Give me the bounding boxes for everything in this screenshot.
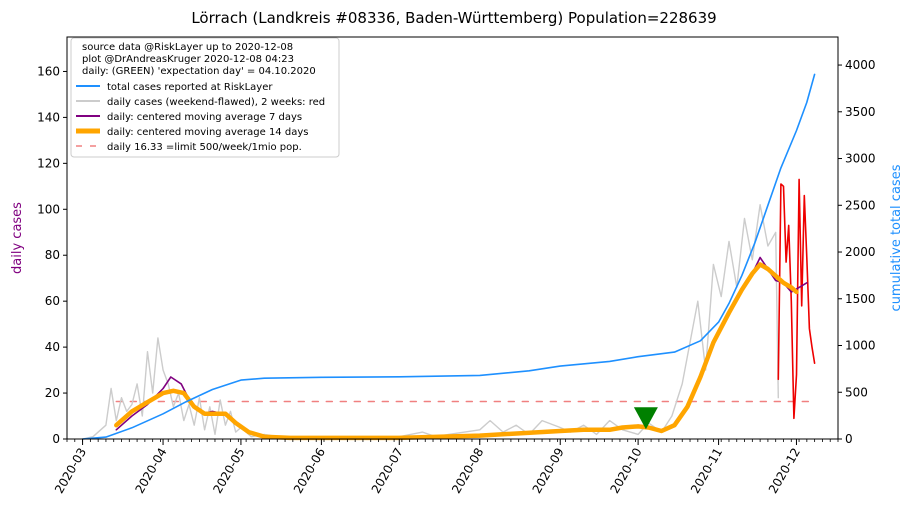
legend-label-total: total cases reported at RiskLayer [107,82,273,93]
plot-frame [66,36,839,440]
left-tick-label: 140 [37,110,60,124]
right-tick-label: 1500 [845,292,876,306]
left-tick-label: 40 [45,340,60,354]
left-tick-label: 0 [52,432,60,446]
right-y-axis-label: cumulative total cases [889,164,904,311]
right-tick-label: 2500 [845,198,876,212]
x-tick-label: 2020-11 [688,446,725,496]
x-tick-label: 2020-04 [132,446,169,496]
left-tick-label: 120 [37,156,60,170]
left-tick-label: 80 [45,248,60,262]
chart-title: Lörrach (Landkreis #08336, Baden-Württem… [191,9,716,27]
series-line-total [81,73,816,440]
x-tick-label: 2020-03 [52,446,89,496]
x-tick-label: 2020-08 [449,446,486,496]
legend-label-daily: daily cases (weekend-flawed), 2 weeks: r… [107,97,325,108]
expectation-day-marker [633,407,658,430]
left-y-axis: 0 20 40 60 80 100 120 140 160 [37,64,67,446]
legend-header-line-3: daily: (GREEN) 'expectation day' = 04.10… [82,66,316,77]
series-line-daily_recent [777,178,816,420]
legend-label-limit: daily 16.33 =limit 500/week/1mio pop. [107,142,302,153]
right-y-axis: 0 500 1000 1500 2000 2500 3000 3500 4000 [838,58,876,446]
right-tick-label: 3500 [845,105,876,119]
x-tick-label: 2020-10 [608,446,645,496]
x-axis: 2020-03 2020-04 2020-05 2020-06 2020-07 2020-… [52,439,839,496]
plot-area [66,36,839,441]
x-tick-label: 2020-07 [369,446,406,496]
legend-header-line-2: plot @DrAndreasKruger 2020-12-08 04:23 [82,54,294,65]
left-tick-label: 60 [45,294,60,308]
left-y-axis-label: daily cases [10,202,25,274]
left-tick-label: 160 [37,64,60,78]
x-tick-label: 2020-12 [766,446,803,496]
legend-label-ma7: daily: centered moving average 7 days [107,112,302,123]
legend-label-ma14: daily: centered moving average 14 days [107,127,308,138]
left-tick-label: 100 [37,202,60,216]
legend-header-line-1: source data @RiskLayer up to 2020-12-08 [82,42,293,53]
right-tick-label: 4000 [845,58,876,72]
legend-box [70,37,340,158]
series-line-daily [81,203,779,440]
x-tick-label: 2020-05 [210,446,247,496]
series-line-ma14 [114,262,799,441]
legend: source data @RiskLayer up to 2020-12-08 … [70,37,340,158]
right-tick-label: 1000 [845,339,876,353]
right-tick-label: 500 [845,385,868,399]
left-tick-label: 20 [45,386,60,400]
right-tick-label: 3000 [845,152,876,166]
x-tick-label: 2020-06 [291,446,328,496]
x-tick-label: 2020-09 [530,446,567,496]
right-tick-label: 2000 [845,245,876,259]
right-tick-label: 0 [845,432,853,446]
